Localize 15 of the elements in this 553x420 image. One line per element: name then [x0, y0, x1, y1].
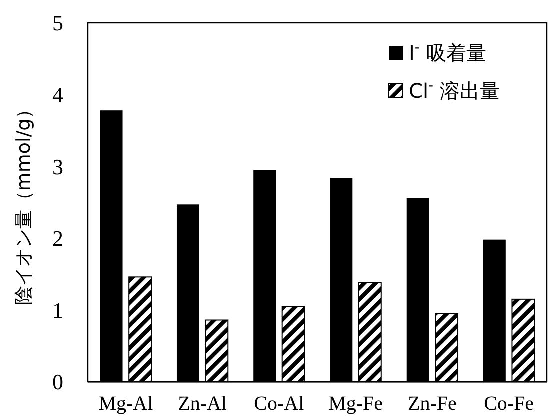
x-tick-label: Co-Fe — [484, 393, 534, 415]
y-tick-label: 0 — [52, 370, 64, 395]
x-tick-label: Mg-Fe — [328, 393, 384, 415]
x-tick-label: Zn-Al — [178, 393, 228, 415]
legend-label: I$^{-}$ 吸着量 — [409, 40, 486, 65]
legend-label: Cl$^{-}$ 溶出量 — [409, 78, 500, 103]
y-tick-label: 1 — [52, 298, 64, 323]
y-tick-label: 5 — [52, 10, 64, 36]
x-tick-label: Zn-Fe — [408, 393, 457, 415]
y-tick-label: 2 — [52, 226, 64, 252]
x-tick-label: Mg-Al — [98, 393, 154, 415]
y-tick-label: 4 — [52, 82, 64, 108]
x-tick-label: Co-Al — [254, 393, 305, 415]
y-axis-title: 陰イオン量（mmol/g） — [13, 100, 35, 306]
y-tick-label: 3 — [52, 154, 64, 180]
